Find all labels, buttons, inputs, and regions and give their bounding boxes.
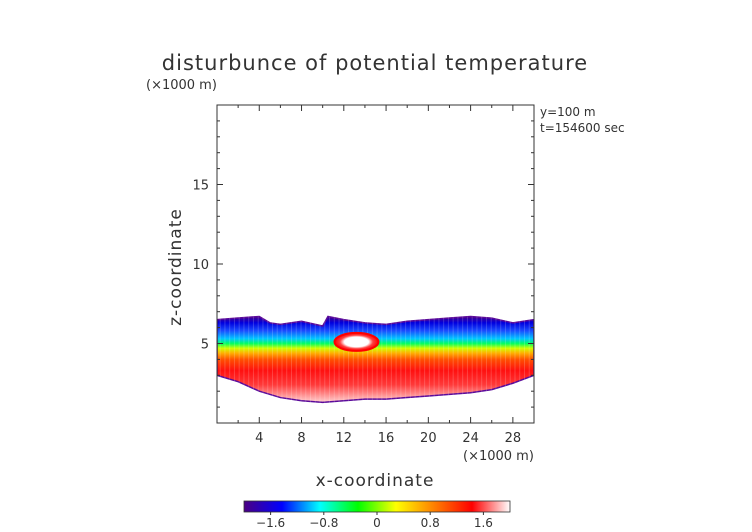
- colorbar-tick-label: −1.6: [256, 516, 285, 530]
- x-tick-label: 8: [297, 431, 305, 446]
- warm-bubble: [333, 331, 380, 352]
- colorbar-tick-label: 0.8: [421, 516, 440, 530]
- x-unit-label: (×1000 m): [463, 449, 534, 464]
- temperature-field: [217, 315, 534, 404]
- x-axis: 4 8 12 16 20 24 28: [237, 105, 522, 446]
- x-tick-label: 4: [255, 431, 263, 446]
- y-tick-label: 5: [201, 338, 209, 353]
- field-texture: [219, 316, 534, 423]
- annotation-t: t=154600 sec: [540, 121, 625, 135]
- chart-title: disturbunce of potential temperature: [162, 51, 588, 75]
- colorbar-tick-label: −0.8: [309, 516, 338, 530]
- colorbar-tick-label: 0: [373, 516, 381, 530]
- x-axis-label: x-coordinate: [316, 471, 435, 491]
- colorbar: [243, 500, 511, 513]
- annotation-y: y=100 m: [540, 105, 596, 119]
- y-unit-label: (×1000 m): [146, 78, 217, 93]
- colorbar-ticks: −1.6 −0.8 0 0.8 1.6: [256, 512, 493, 530]
- x-tick-label: 24: [462, 431, 479, 446]
- x-tick-label: 28: [505, 431, 522, 446]
- x-tick-label: 12: [336, 431, 353, 446]
- colorbar-tick-label: 1.6: [474, 516, 493, 530]
- y-tick-label: 15: [192, 179, 209, 194]
- x-tick-label: 20: [420, 431, 437, 446]
- x-tick-label: 16: [378, 431, 395, 446]
- y-axis-label: z-coordinate: [166, 208, 186, 326]
- y-tick-label: 10: [192, 258, 209, 273]
- y-axis: 5 10 15: [192, 120, 534, 408]
